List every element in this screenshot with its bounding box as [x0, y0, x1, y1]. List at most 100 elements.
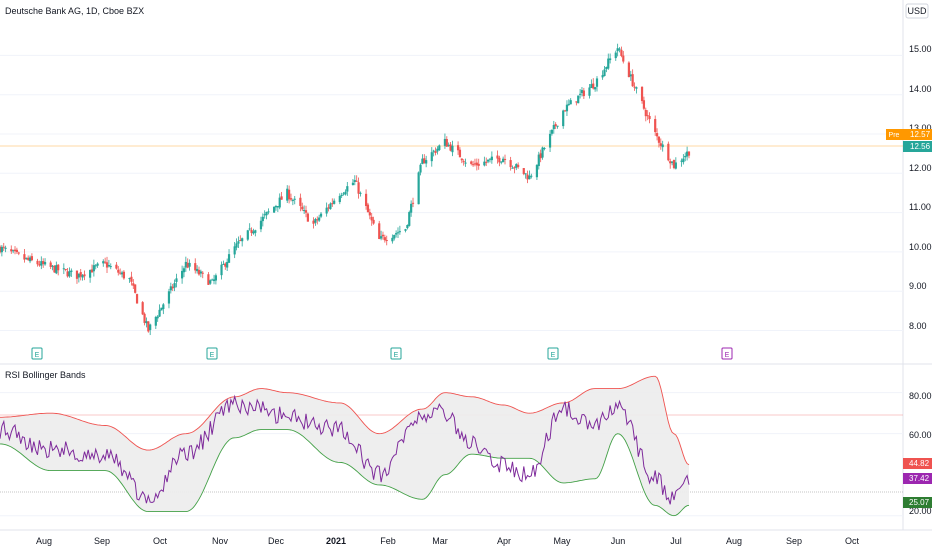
time-label: May [553, 536, 571, 546]
candle-body [145, 321, 148, 324]
lower-band-value: 25.07 [909, 498, 930, 507]
earnings-marker[interactable]: E [206, 347, 218, 360]
candle-body [654, 119, 657, 133]
candle-body [445, 139, 448, 147]
candle-body [214, 275, 217, 281]
candle-body [36, 260, 39, 265]
candle-body [500, 161, 503, 163]
candle-body [359, 192, 362, 194]
earnings-marker[interactable]: E [31, 347, 43, 360]
candle-body [406, 224, 409, 229]
candle-body [104, 261, 107, 263]
candle-body [601, 75, 604, 78]
candle-body [62, 268, 65, 270]
candle-body [618, 48, 621, 50]
price-tick: 10.00 [909, 242, 932, 252]
candle-body [552, 124, 555, 130]
candle-body [473, 163, 477, 165]
candle-body [276, 206, 279, 208]
candle-body [594, 87, 597, 90]
svg-text:E: E [210, 352, 215, 359]
candle-body [629, 74, 632, 77]
candle-body [686, 151, 689, 157]
price-tick: 14.00 [909, 84, 932, 94]
candle-body [196, 268, 199, 272]
candle-body [280, 196, 283, 200]
candle-body [370, 216, 373, 221]
candle-body [338, 195, 341, 203]
candle-body [687, 151, 691, 156]
candle-body [162, 304, 165, 309]
candle-body [318, 217, 321, 221]
candle-body [105, 262, 109, 268]
rsi-line [0, 394, 690, 505]
candle-body [252, 231, 255, 234]
candle-body [102, 261, 105, 264]
candle-body [346, 186, 349, 192]
candle-body [460, 158, 463, 161]
candle-body [672, 160, 676, 168]
indicator-title: RSI Bollinger Bands [5, 370, 86, 380]
candle-body [333, 200, 336, 204]
time-label: Oct [153, 536, 168, 546]
pre-price-tag [903, 129, 932, 140]
candle-body [635, 87, 638, 89]
candle-body [272, 206, 276, 213]
earnings-marker[interactable]: E [547, 347, 559, 360]
candle-body [640, 86, 644, 102]
candle-body [517, 164, 520, 168]
candle-body [182, 268, 186, 273]
candle-body [393, 234, 396, 239]
earnings-icon[interactable] [390, 347, 402, 360]
rsi-tick: 20.00 [909, 506, 932, 516]
candle-body [509, 160, 512, 168]
candle-body [107, 264, 110, 267]
earnings-icon[interactable] [31, 347, 43, 360]
candle-body [115, 264, 118, 269]
candle-body [147, 321, 150, 332]
candle-body [556, 125, 559, 127]
price-tick: 9.00 [909, 281, 927, 291]
time-label: Aug [36, 536, 52, 546]
candle-body [661, 144, 664, 148]
last-price-value: 12.56 [910, 142, 931, 151]
candle-body [364, 193, 368, 206]
candle-body [233, 246, 236, 255]
time-label: Jul [670, 536, 682, 546]
candle-body [288, 189, 291, 200]
earnings-marker[interactable]: E [390, 347, 402, 360]
candle-body [40, 261, 43, 266]
candle-body [425, 160, 428, 164]
candle-body [436, 148, 439, 152]
candle-body [539, 153, 542, 159]
earnings-icon[interactable] [721, 347, 733, 360]
earnings-marker-upcoming[interactable]: E [721, 347, 733, 360]
candle-body [12, 250, 15, 252]
candle-body [475, 162, 478, 166]
candle-body [327, 207, 330, 209]
earnings-icon[interactable] [547, 347, 559, 360]
candle-body [57, 264, 60, 271]
pre-tag-label-bg [886, 129, 903, 140]
candle-body [250, 229, 253, 233]
earnings-icon[interactable] [206, 347, 218, 360]
candle-body [27, 257, 30, 260]
candle-body [235, 243, 238, 248]
candle-body [616, 48, 619, 52]
candle-body [173, 283, 176, 288]
candle-body [299, 197, 302, 206]
candle-body [595, 78, 599, 87]
candle-body [378, 223, 381, 240]
currency-button[interactable] [905, 3, 929, 19]
candle-body [567, 103, 570, 105]
upper-band-tag [903, 458, 932, 469]
candle-body [301, 206, 304, 210]
candle-body [92, 265, 95, 272]
candle-body [487, 159, 490, 162]
svg-text:E: E [725, 352, 730, 359]
candle-body [30, 256, 34, 261]
candle-body [526, 174, 529, 180]
time-label: Apr [497, 536, 511, 546]
candle-body [130, 276, 133, 282]
